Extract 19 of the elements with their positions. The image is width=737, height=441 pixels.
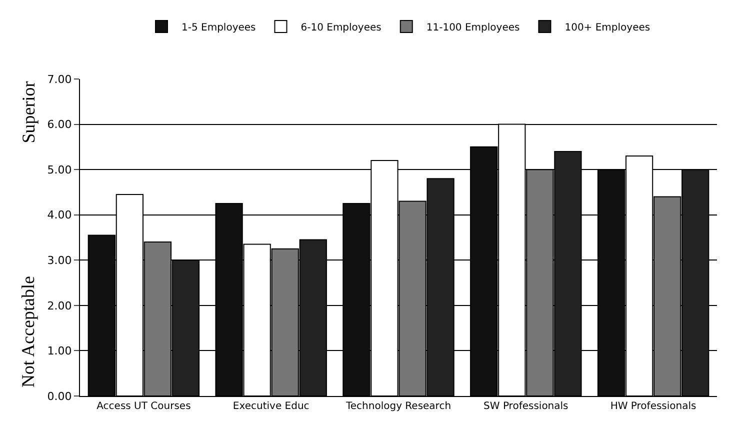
x-tick-label: SW Professionals [484,401,568,412]
y-tick-label: 4.00 [47,208,72,222]
legend-label: 11-100 Employees [426,22,520,34]
x-tick-label: Access UT Courses [96,401,191,412]
legend-label: 6-10 Employees [300,22,382,34]
y-tick-label: 7.00 [47,72,72,86]
y-tick-label: 6.00 [47,118,72,132]
y-axis-title: Not Acceptable [18,276,38,388]
x-tick-label: Executive Educ [232,401,310,412]
text: Superior [18,81,38,144]
y-tick-label: 2.00 [47,299,72,312]
y-tick-label: 5.00 [47,163,72,176]
y-tick-label: 3.00 [47,254,72,267]
legend-label: 100+ Employees [564,22,650,34]
y-tick-label: 0.00 [47,390,72,403]
x-tick-label: Technology Research [344,401,452,412]
x-tick-label: HW Professionals [610,401,696,412]
y-tick-label: 1.00 [47,344,72,358]
legend-label: 1-5 Employees [182,22,256,34]
